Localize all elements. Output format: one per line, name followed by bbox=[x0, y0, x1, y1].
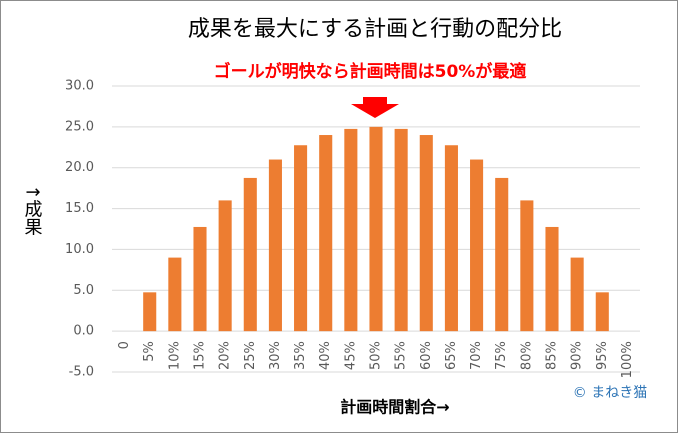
bar bbox=[218, 200, 232, 332]
x-tick-label: 30% bbox=[268, 341, 283, 370]
x-tick-label: 5% bbox=[142, 341, 157, 362]
x-tick-label: 85% bbox=[545, 341, 560, 370]
bar bbox=[369, 126, 383, 332]
bar bbox=[268, 159, 282, 332]
bar bbox=[143, 292, 157, 332]
bar bbox=[243, 177, 257, 332]
bar bbox=[168, 257, 182, 332]
credit: © まねき猫 bbox=[573, 385, 647, 401]
y-tick-label: 20.0 bbox=[65, 160, 94, 175]
x-tick-label: 70% bbox=[469, 341, 484, 370]
chart-title: 成果を最大にする計画と行動の配分比 bbox=[188, 17, 562, 42]
y-tick-label: 10.0 bbox=[65, 242, 94, 257]
bar bbox=[520, 200, 534, 332]
bar bbox=[294, 145, 308, 332]
x-tick-label: 25% bbox=[243, 341, 258, 370]
y-axis-label: ↑成果 bbox=[22, 184, 43, 235]
y-tick-label: 25.0 bbox=[65, 119, 94, 134]
x-tick-label: 45% bbox=[343, 341, 358, 370]
bar bbox=[193, 226, 207, 332]
x-tick-label: 15% bbox=[193, 341, 208, 370]
x-tick-label: 100% bbox=[620, 341, 635, 378]
x-axis-label: 計画時間割合→ bbox=[340, 398, 449, 417]
y-tick-label: 15.0 bbox=[65, 201, 94, 216]
subtitle: ゴールが明快なら計画時間は50%が最適 bbox=[214, 61, 527, 82]
x-tick-label: 55% bbox=[394, 341, 409, 370]
y-tick-label: -5.0 bbox=[69, 365, 94, 380]
bar bbox=[545, 226, 559, 332]
y-tick-label: 5.0 bbox=[73, 283, 94, 298]
x-tick-label: 60% bbox=[419, 341, 434, 370]
bar bbox=[595, 292, 609, 332]
x-tick-label: 0 bbox=[117, 341, 132, 349]
x-tick-label: 65% bbox=[444, 341, 459, 370]
x-tick-label: 35% bbox=[293, 341, 308, 370]
bar bbox=[444, 145, 458, 332]
x-tick-label: 10% bbox=[167, 341, 182, 370]
bar bbox=[319, 135, 333, 332]
bar bbox=[470, 159, 484, 332]
bar bbox=[419, 135, 433, 332]
bar bbox=[495, 177, 509, 332]
highlight-arrow bbox=[351, 97, 399, 118]
x-tick-label: 40% bbox=[318, 341, 333, 370]
x-tick-label: 90% bbox=[570, 341, 585, 370]
bar bbox=[570, 257, 584, 332]
y-tick-label: 0.0 bbox=[73, 324, 94, 339]
y-tick-label: 30.0 bbox=[65, 79, 94, 94]
bar bbox=[344, 128, 358, 332]
x-tick-label: 80% bbox=[519, 341, 534, 370]
x-tick-label: 20% bbox=[218, 341, 233, 370]
x-tick-label: 50% bbox=[369, 341, 384, 370]
x-tick-label: 75% bbox=[494, 341, 509, 370]
x-tick-label: 95% bbox=[595, 341, 610, 370]
bar bbox=[394, 128, 408, 332]
